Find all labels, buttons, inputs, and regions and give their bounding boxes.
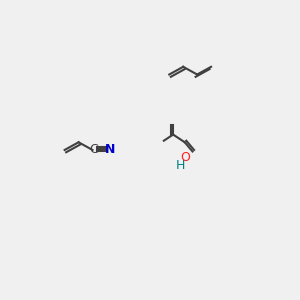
Text: N: N: [104, 143, 115, 157]
Text: C: C: [90, 143, 98, 157]
Text: O: O: [180, 151, 190, 164]
Text: H: H: [176, 159, 186, 172]
